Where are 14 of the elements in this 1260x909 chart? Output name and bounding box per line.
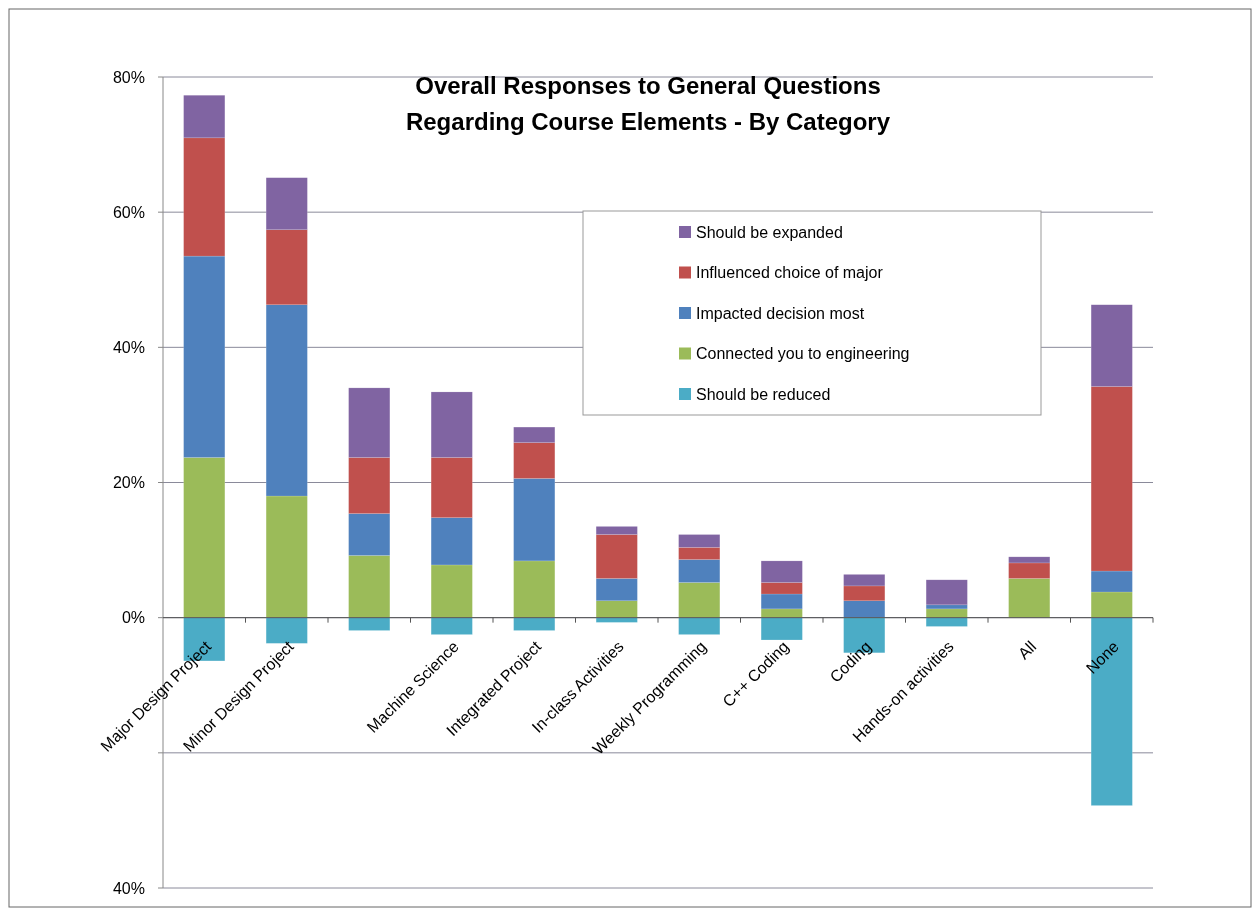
- y-tick-label: 40%: [112, 879, 145, 897]
- legend-label: Connected you to engineering: [696, 345, 910, 363]
- y-tick-label: 20%: [112, 474, 145, 492]
- y-tick-label: 0%: [121, 609, 145, 627]
- bar: [925, 579, 968, 606]
- legend-label: Should be reduced: [696, 385, 831, 403]
- legend-label: Should be expanded: [696, 223, 843, 241]
- x-tick-label: All: [1014, 637, 1040, 663]
- legend-label: Impacted decision most: [696, 304, 865, 322]
- text: Overall Responses to General Questions Regarding Course Elements - By Category: [405, 72, 891, 135]
- legend-label: Influenced choice of major: [696, 264, 884, 282]
- y-tick-label: 80%: [112, 68, 145, 86]
- y-tick-label: 60%: [112, 203, 145, 221]
- y-tick-label: 40%: [112, 338, 145, 356]
